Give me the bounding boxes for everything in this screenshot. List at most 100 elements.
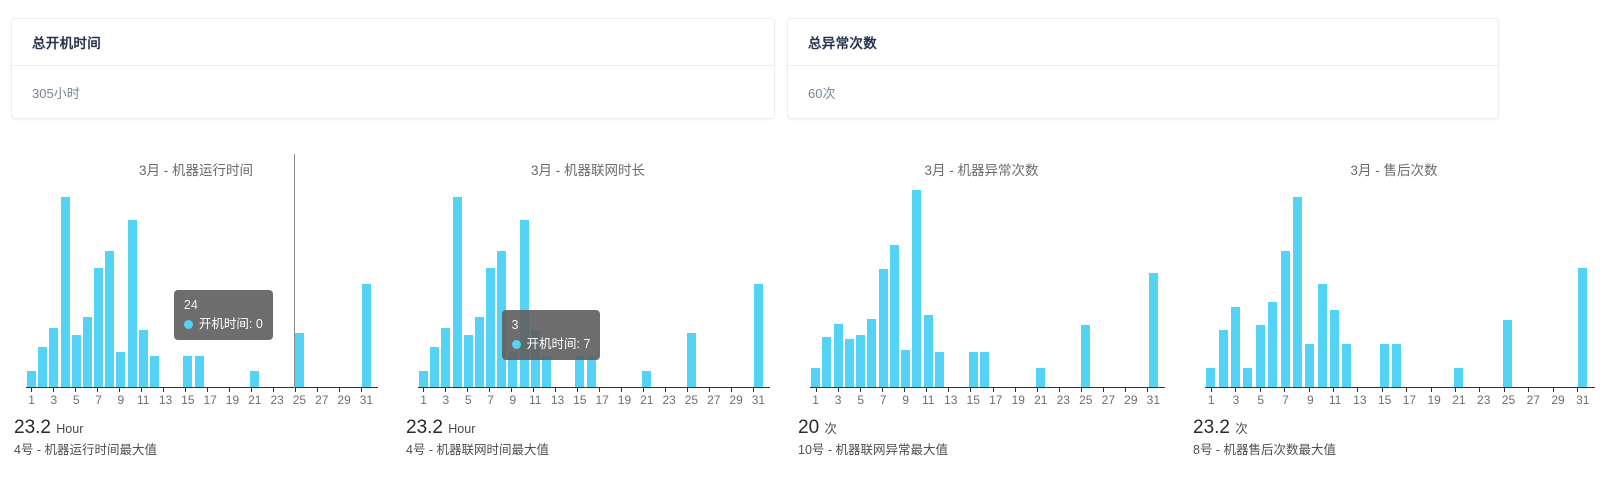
bar[interactable] — [1330, 310, 1340, 388]
x-tick-label: 19 — [1427, 393, 1441, 407]
bar[interactable] — [1255, 325, 1265, 388]
chart-footer: 23.2 Hour 4号 - 机器联网时间最大值 — [404, 417, 772, 459]
bar[interactable] — [856, 334, 866, 388]
x-tick-mark — [360, 388, 362, 392]
x-tick-mark — [992, 388, 994, 392]
bar[interactable] — [575, 355, 585, 388]
x-tick-label: 7 — [1282, 393, 1289, 407]
bar[interactable] — [149, 355, 159, 388]
bar[interactable] — [27, 370, 37, 388]
bar[interactable] — [753, 284, 763, 388]
bar[interactable] — [519, 219, 529, 388]
bar[interactable] — [1577, 267, 1587, 388]
bar[interactable] — [867, 318, 877, 388]
card-title: 总开机时间 — [32, 36, 101, 51]
bar[interactable] — [1392, 344, 1401, 388]
x-tick-label: 5 — [464, 393, 472, 407]
footer-description: 10号 - 机器联网异常最大值 — [798, 443, 949, 457]
bar[interactable] — [968, 352, 978, 388]
bar[interactable] — [127, 219, 137, 388]
chart-footer: 23.2 Hour 4号 - 机器运行时间最大值 — [12, 417, 380, 459]
x-tick-label: 23 — [1056, 393, 1070, 407]
summary-card-col-2: 总异常次数 60次 — [775, 0, 1609, 145]
chart-tooltip: 24 开机时间: 0 — [173, 290, 273, 340]
bar[interactable] — [541, 355, 551, 388]
x-tick-label: 5 — [857, 393, 864, 407]
plot-area[interactable] — [796, 182, 1167, 392]
bar[interactable] — [183, 355, 193, 388]
bar[interactable] — [463, 335, 473, 388]
bar[interactable] — [844, 338, 854, 388]
bar[interactable] — [138, 330, 148, 388]
bar[interactable] — [1292, 196, 1302, 388]
x-tick-mark — [555, 388, 557, 392]
bar[interactable] — [441, 327, 451, 388]
x-tick-label: 9 — [1306, 393, 1314, 407]
bar[interactable] — [452, 196, 462, 388]
bar[interactable] — [294, 332, 304, 388]
bar[interactable] — [1379, 344, 1389, 388]
x-tick-label: 23 — [1477, 393, 1491, 407]
bar[interactable] — [194, 355, 204, 388]
plot-area[interactable] — [1191, 182, 1597, 392]
bar[interactable] — [486, 268, 496, 388]
bar[interactable] — [686, 332, 696, 388]
bar[interactable] — [430, 346, 440, 388]
x-tick-label: 15 — [966, 393, 980, 407]
bar[interactable] — [474, 317, 484, 388]
bar[interactable] — [833, 323, 843, 388]
bar[interactable] — [1305, 344, 1315, 388]
plot-area[interactable]: 24 开机时间: 0 — [12, 154, 380, 392]
bar[interactable] — [105, 251, 115, 388]
bar[interactable] — [1148, 273, 1158, 388]
x-tick-mark — [185, 388, 187, 392]
bar[interactable] — [1317, 284, 1327, 388]
bar[interactable] — [822, 336, 832, 388]
bar[interactable] — [38, 346, 48, 388]
bar-series — [810, 182, 1159, 388]
bar[interactable] — [361, 284, 371, 388]
bar[interactable] — [250, 370, 260, 388]
summary-cards: 总开机时间 305小时 总异常次数 60次 — [0, 0, 1609, 145]
bar[interactable] — [912, 190, 922, 388]
bar[interactable] — [1503, 320, 1513, 388]
bar[interactable] — [1218, 330, 1228, 388]
bar[interactable] — [1342, 344, 1352, 388]
bar[interactable] — [1230, 307, 1240, 388]
bar[interactable] — [1081, 324, 1091, 388]
bar[interactable] — [1243, 368, 1253, 388]
bar[interactable] — [1453, 368, 1463, 388]
summary-card-col-1: 总开机时间 305小时 — [0, 0, 775, 145]
bar[interactable] — [1206, 368, 1216, 388]
bar[interactable] — [116, 351, 126, 388]
bar[interactable] — [508, 351, 518, 388]
bar[interactable] — [1036, 368, 1046, 388]
bar[interactable] — [60, 196, 70, 388]
bar[interactable] — [979, 352, 989, 388]
plot-area[interactable]: 3 开机时间: 7 — [404, 182, 772, 392]
bar[interactable] — [811, 368, 821, 388]
bar[interactable] — [82, 317, 92, 388]
bar[interactable] — [71, 335, 81, 388]
bar[interactable] — [889, 245, 899, 388]
x-tick-label: 23 — [662, 393, 676, 407]
x-tick-label: 15 — [181, 393, 195, 407]
bar[interactable] — [586, 355, 596, 388]
chart-title: 3月 - 售后次数 — [1350, 163, 1438, 178]
bar[interactable] — [419, 370, 429, 388]
footer-unit: 次 — [824, 422, 837, 436]
bar[interactable] — [1280, 251, 1290, 388]
x-tick-label: 13 — [158, 393, 173, 407]
footer-description: 8号 - 机器售后次数最大值 — [1193, 443, 1337, 457]
bar[interactable] — [923, 314, 933, 388]
x-tick-label: 17 — [1402, 393, 1417, 407]
x-tick-label: 3 — [1232, 393, 1240, 407]
bar[interactable] — [901, 350, 911, 388]
bar[interactable] — [934, 352, 944, 388]
bar[interactable] — [1268, 302, 1278, 388]
bar[interactable] — [878, 269, 888, 388]
bar[interactable] — [49, 327, 59, 388]
bar[interactable] — [94, 268, 104, 388]
bar[interactable] — [642, 370, 652, 388]
summary-card-total-faults: 总异常次数 60次 — [787, 18, 1499, 119]
